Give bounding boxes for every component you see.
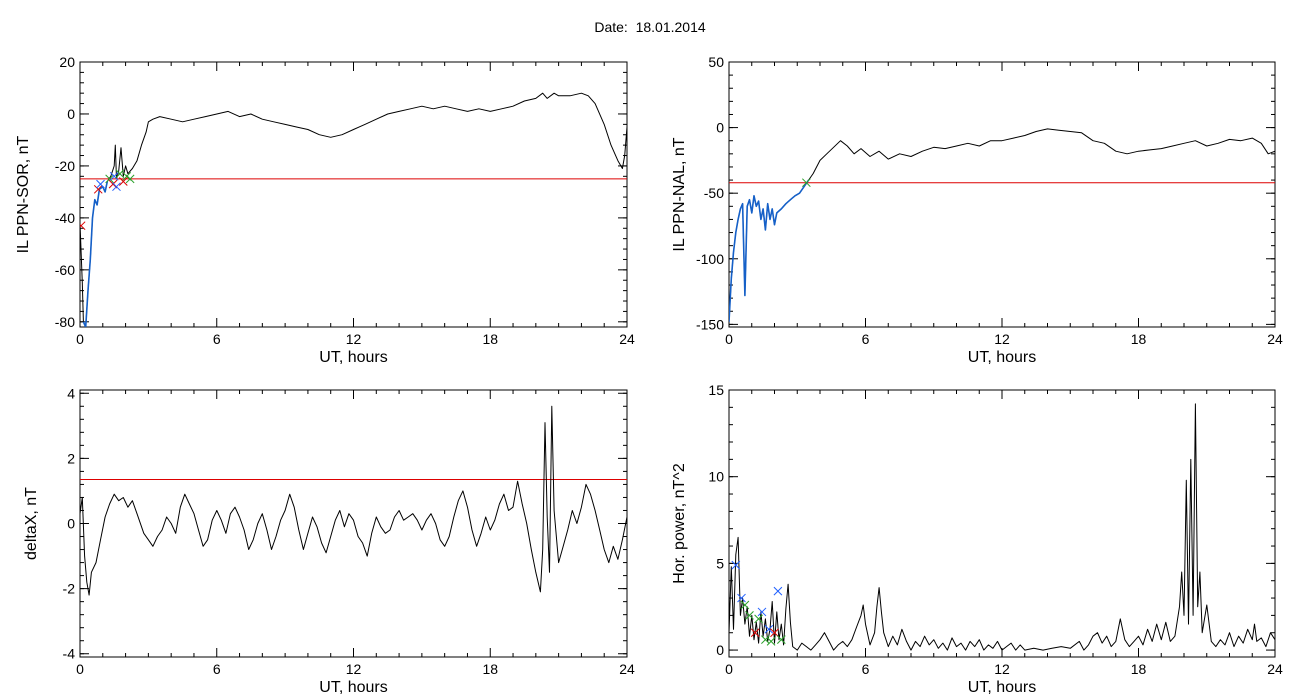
x-marker	[770, 628, 779, 638]
y-axis-label: deltaX, nT	[23, 487, 40, 560]
y-tick-label: 2	[67, 450, 75, 466]
x-marker	[125, 174, 135, 184]
x-marker	[115, 169, 125, 179]
plot-frame	[728, 389, 1276, 658]
x-marker	[764, 624, 774, 634]
y-tick-label: 0	[716, 120, 724, 136]
x-tick-label: 12	[346, 331, 362, 347]
x-axis-label: UT, hours	[968, 349, 1036, 366]
x-tick-label: 6	[213, 331, 221, 347]
y-tick-label: 20	[59, 54, 75, 70]
x-marker	[761, 635, 770, 645]
x-tick-label: 12	[346, 661, 362, 677]
y-tick-label: -80	[55, 314, 75, 330]
highlight-segment	[82, 181, 109, 327]
highlight-segment	[729, 179, 810, 322]
x-tick-label: 6	[862, 661, 870, 677]
x-marker	[731, 560, 741, 570]
plot-area	[729, 403, 1275, 651]
x-marker	[93, 184, 103, 194]
x-tick-label: 0	[76, 331, 84, 347]
x-tick-label: 12	[994, 331, 1010, 347]
x-tick-label: 6	[862, 331, 870, 347]
x-marker	[750, 628, 760, 638]
x-tick-label: 12	[994, 661, 1010, 677]
x-tick-label: 24	[1267, 661, 1283, 677]
x-marker	[766, 637, 776, 646]
series-line	[729, 403, 1275, 651]
y-tick-label: 10	[708, 469, 724, 485]
date-label: Date:	[594, 19, 628, 35]
panel-bottom-right: 0 6 12 18 24 0 5 10 15 UT, hours Hor. power, nT^2	[671, 382, 1283, 696]
plot-area	[80, 405, 627, 596]
plot-area	[80, 92, 627, 327]
plot-frame	[79, 61, 628, 328]
panel-top-right: 0 6 12 18 24 -150 -100 -50 0 50 UT, hours IL PPN-NA…	[671, 54, 1283, 366]
x-marker	[96, 179, 105, 189]
x-marker	[118, 177, 128, 186]
x-marker	[773, 586, 783, 596]
x-marker	[80, 221, 86, 231]
series-line	[80, 405, 627, 596]
x-tick-label: 24	[1267, 331, 1283, 347]
y-tick-label: -20	[55, 158, 75, 174]
plot-frame	[728, 61, 1276, 328]
y-tick-label: -40	[55, 210, 75, 226]
x-tick-label: 0	[725, 661, 733, 677]
x-tick-label: 18	[482, 661, 498, 677]
y-tick-label: 5	[716, 555, 724, 571]
y-tick-label: -50	[704, 185, 724, 201]
y-tick-label: -4	[63, 646, 76, 662]
x-axis-label: UT, hours	[319, 349, 387, 366]
series-line	[729, 128, 1275, 322]
chart-date-title: Date: 18.01.2014	[0, 19, 1300, 35]
x-axis-label: UT, hours	[968, 679, 1036, 696]
x-marker	[112, 182, 121, 192]
panel-top-left: 0 6 12 18 24 -80 -60 -40 -20 0 20 UT, hours IL PPN-S…	[15, 54, 635, 366]
y-tick-label: -150	[696, 316, 724, 332]
x-tick-label: 18	[1131, 661, 1147, 677]
y-tick-label: 50	[708, 54, 724, 70]
x-marker	[801, 178, 811, 188]
y-tick-label: 0	[67, 516, 75, 532]
x-tick-label: 24	[619, 331, 635, 347]
y-tick-label: 15	[708, 382, 724, 398]
y-axis-label: IL PPN-SOR, nT	[15, 135, 32, 253]
y-axis-label: IL PPN-NAL, nT	[671, 137, 688, 251]
x-tick-label: 18	[482, 331, 498, 347]
x-marker	[776, 635, 786, 645]
y-tick-label: 4	[67, 385, 75, 401]
y-tick-label: 0	[716, 642, 724, 658]
plot-area	[729, 128, 1275, 322]
y-tick-label: -2	[63, 581, 76, 597]
x-marker	[757, 607, 767, 617]
date-value: 18.01.2014	[635, 19, 706, 35]
y-tick-label: 0	[67, 106, 75, 122]
x-axis-label: UT, hours	[319, 679, 387, 696]
x-marker	[754, 614, 763, 624]
x-tick-label: 24	[619, 661, 635, 677]
x-tick-label: 18	[1131, 331, 1147, 347]
x-tick-label: 6	[213, 661, 221, 677]
y-tick-label: -60	[55, 262, 75, 278]
x-tick-label: 0	[725, 331, 733, 347]
x-marker	[105, 174, 114, 184]
y-axis-label: Hor. power, nT^2	[671, 463, 688, 584]
x-marker	[737, 593, 746, 603]
x-marker	[745, 611, 754, 620]
x-tick-label: 0	[76, 661, 84, 677]
x-marker	[109, 171, 119, 181]
x-marker	[740, 600, 750, 610]
series-line	[80, 92, 627, 327]
y-tick-label: -100	[696, 251, 724, 267]
